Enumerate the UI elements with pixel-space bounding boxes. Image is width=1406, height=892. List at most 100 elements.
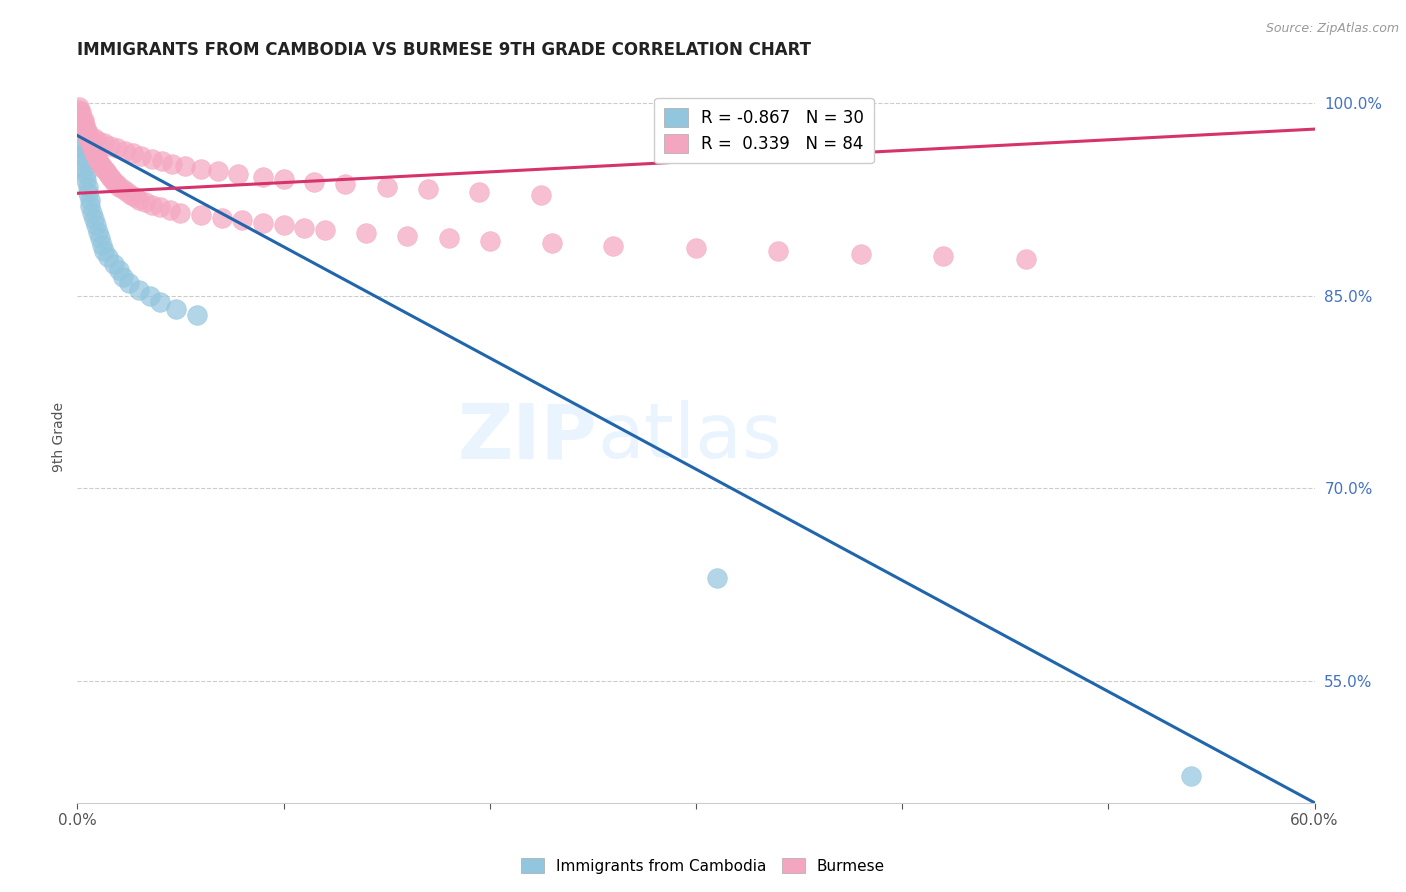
Point [70, 141, 93, 155]
Point [141, 152, 163, 166]
Point [87, 152, 110, 166]
Point [134, 195, 156, 210]
Point [98, 138, 121, 153]
Point [70, 111, 93, 125]
Point [169, 205, 191, 219]
Point [83, 131, 105, 145]
Point [150, 154, 173, 169]
Point [1180, 769, 1202, 783]
Point [149, 200, 172, 214]
Point [75, 120, 97, 135]
Point [72, 113, 94, 128]
Point [437, 231, 460, 245]
Point [76, 186, 98, 201]
Point [114, 144, 136, 158]
Point [186, 308, 208, 322]
Text: ZIP: ZIP [457, 401, 598, 474]
Point [396, 228, 419, 243]
Point [76, 179, 98, 194]
Point [226, 167, 249, 181]
Point [87, 134, 110, 148]
Point [91, 159, 114, 173]
Point [91, 237, 114, 252]
Point [70, 148, 93, 162]
Point [75, 173, 97, 187]
Point [76, 128, 98, 143]
Point [252, 169, 274, 184]
Point [89, 231, 111, 245]
Point [67, 135, 90, 149]
Point [79, 193, 101, 207]
Point [685, 242, 707, 256]
Point [932, 249, 955, 263]
Point [706, 571, 728, 585]
Point [122, 146, 145, 161]
Point [79, 136, 101, 151]
Point [72, 154, 94, 169]
Point [72, 118, 94, 132]
Point [76, 131, 98, 145]
Legend: R = -0.867   N = 30, R =  0.339   N = 84: R = -0.867 N = 30, R = 0.339 N = 84 [654, 98, 873, 163]
Point [70, 108, 93, 122]
Point [80, 141, 103, 155]
Legend: Immigrants from Cambodia, Burmese: Immigrants from Cambodia, Burmese [515, 852, 891, 880]
Point [530, 187, 553, 202]
Point [149, 295, 172, 310]
Point [1015, 252, 1038, 266]
Point [96, 164, 118, 178]
Point [84, 219, 107, 233]
Point [173, 159, 195, 173]
Point [80, 138, 103, 153]
Point [120, 187, 142, 202]
Point [107, 263, 129, 277]
Point [273, 219, 295, 233]
Point [67, 100, 90, 114]
Text: IMMIGRANTS FROM CAMBODIA VS BURMESE 9TH GRADE CORRELATION CHART: IMMIGRANTS FROM CAMBODIA VS BURMESE 9TH … [77, 41, 811, 59]
Point [128, 193, 150, 207]
Point [75, 167, 97, 181]
Point [103, 257, 125, 271]
Point [76, 126, 98, 140]
Point [67, 103, 90, 117]
Point [354, 226, 377, 240]
Point [292, 221, 315, 235]
Point [138, 289, 160, 303]
Point [105, 141, 128, 155]
Point [72, 161, 94, 175]
Point [97, 251, 120, 265]
Point [105, 178, 128, 192]
Point [75, 123, 97, 137]
Point [314, 223, 336, 237]
Point [87, 225, 110, 239]
Point [849, 246, 872, 260]
Point [768, 244, 790, 258]
Point [111, 182, 134, 196]
Point [190, 161, 212, 176]
Point [111, 269, 134, 284]
Point [84, 149, 107, 163]
Point [478, 234, 501, 248]
Point [83, 144, 105, 158]
Point [93, 244, 115, 258]
Point [190, 208, 212, 222]
Point [273, 172, 295, 186]
Point [97, 167, 120, 181]
Point [87, 154, 110, 169]
Point [118, 276, 141, 290]
Point [93, 161, 115, 176]
Point [72, 116, 94, 130]
Point [231, 213, 253, 227]
Point [159, 202, 181, 217]
Point [107, 179, 129, 194]
Text: Source: ZipAtlas.com: Source: ZipAtlas.com [1265, 22, 1399, 36]
Point [103, 175, 125, 189]
Point [540, 236, 562, 251]
Point [160, 157, 183, 171]
Point [79, 199, 101, 213]
Point [98, 169, 121, 184]
Point [304, 175, 326, 189]
Point [80, 205, 103, 219]
Point [128, 283, 150, 297]
Text: atlas: atlas [598, 401, 782, 474]
Point [89, 157, 111, 171]
